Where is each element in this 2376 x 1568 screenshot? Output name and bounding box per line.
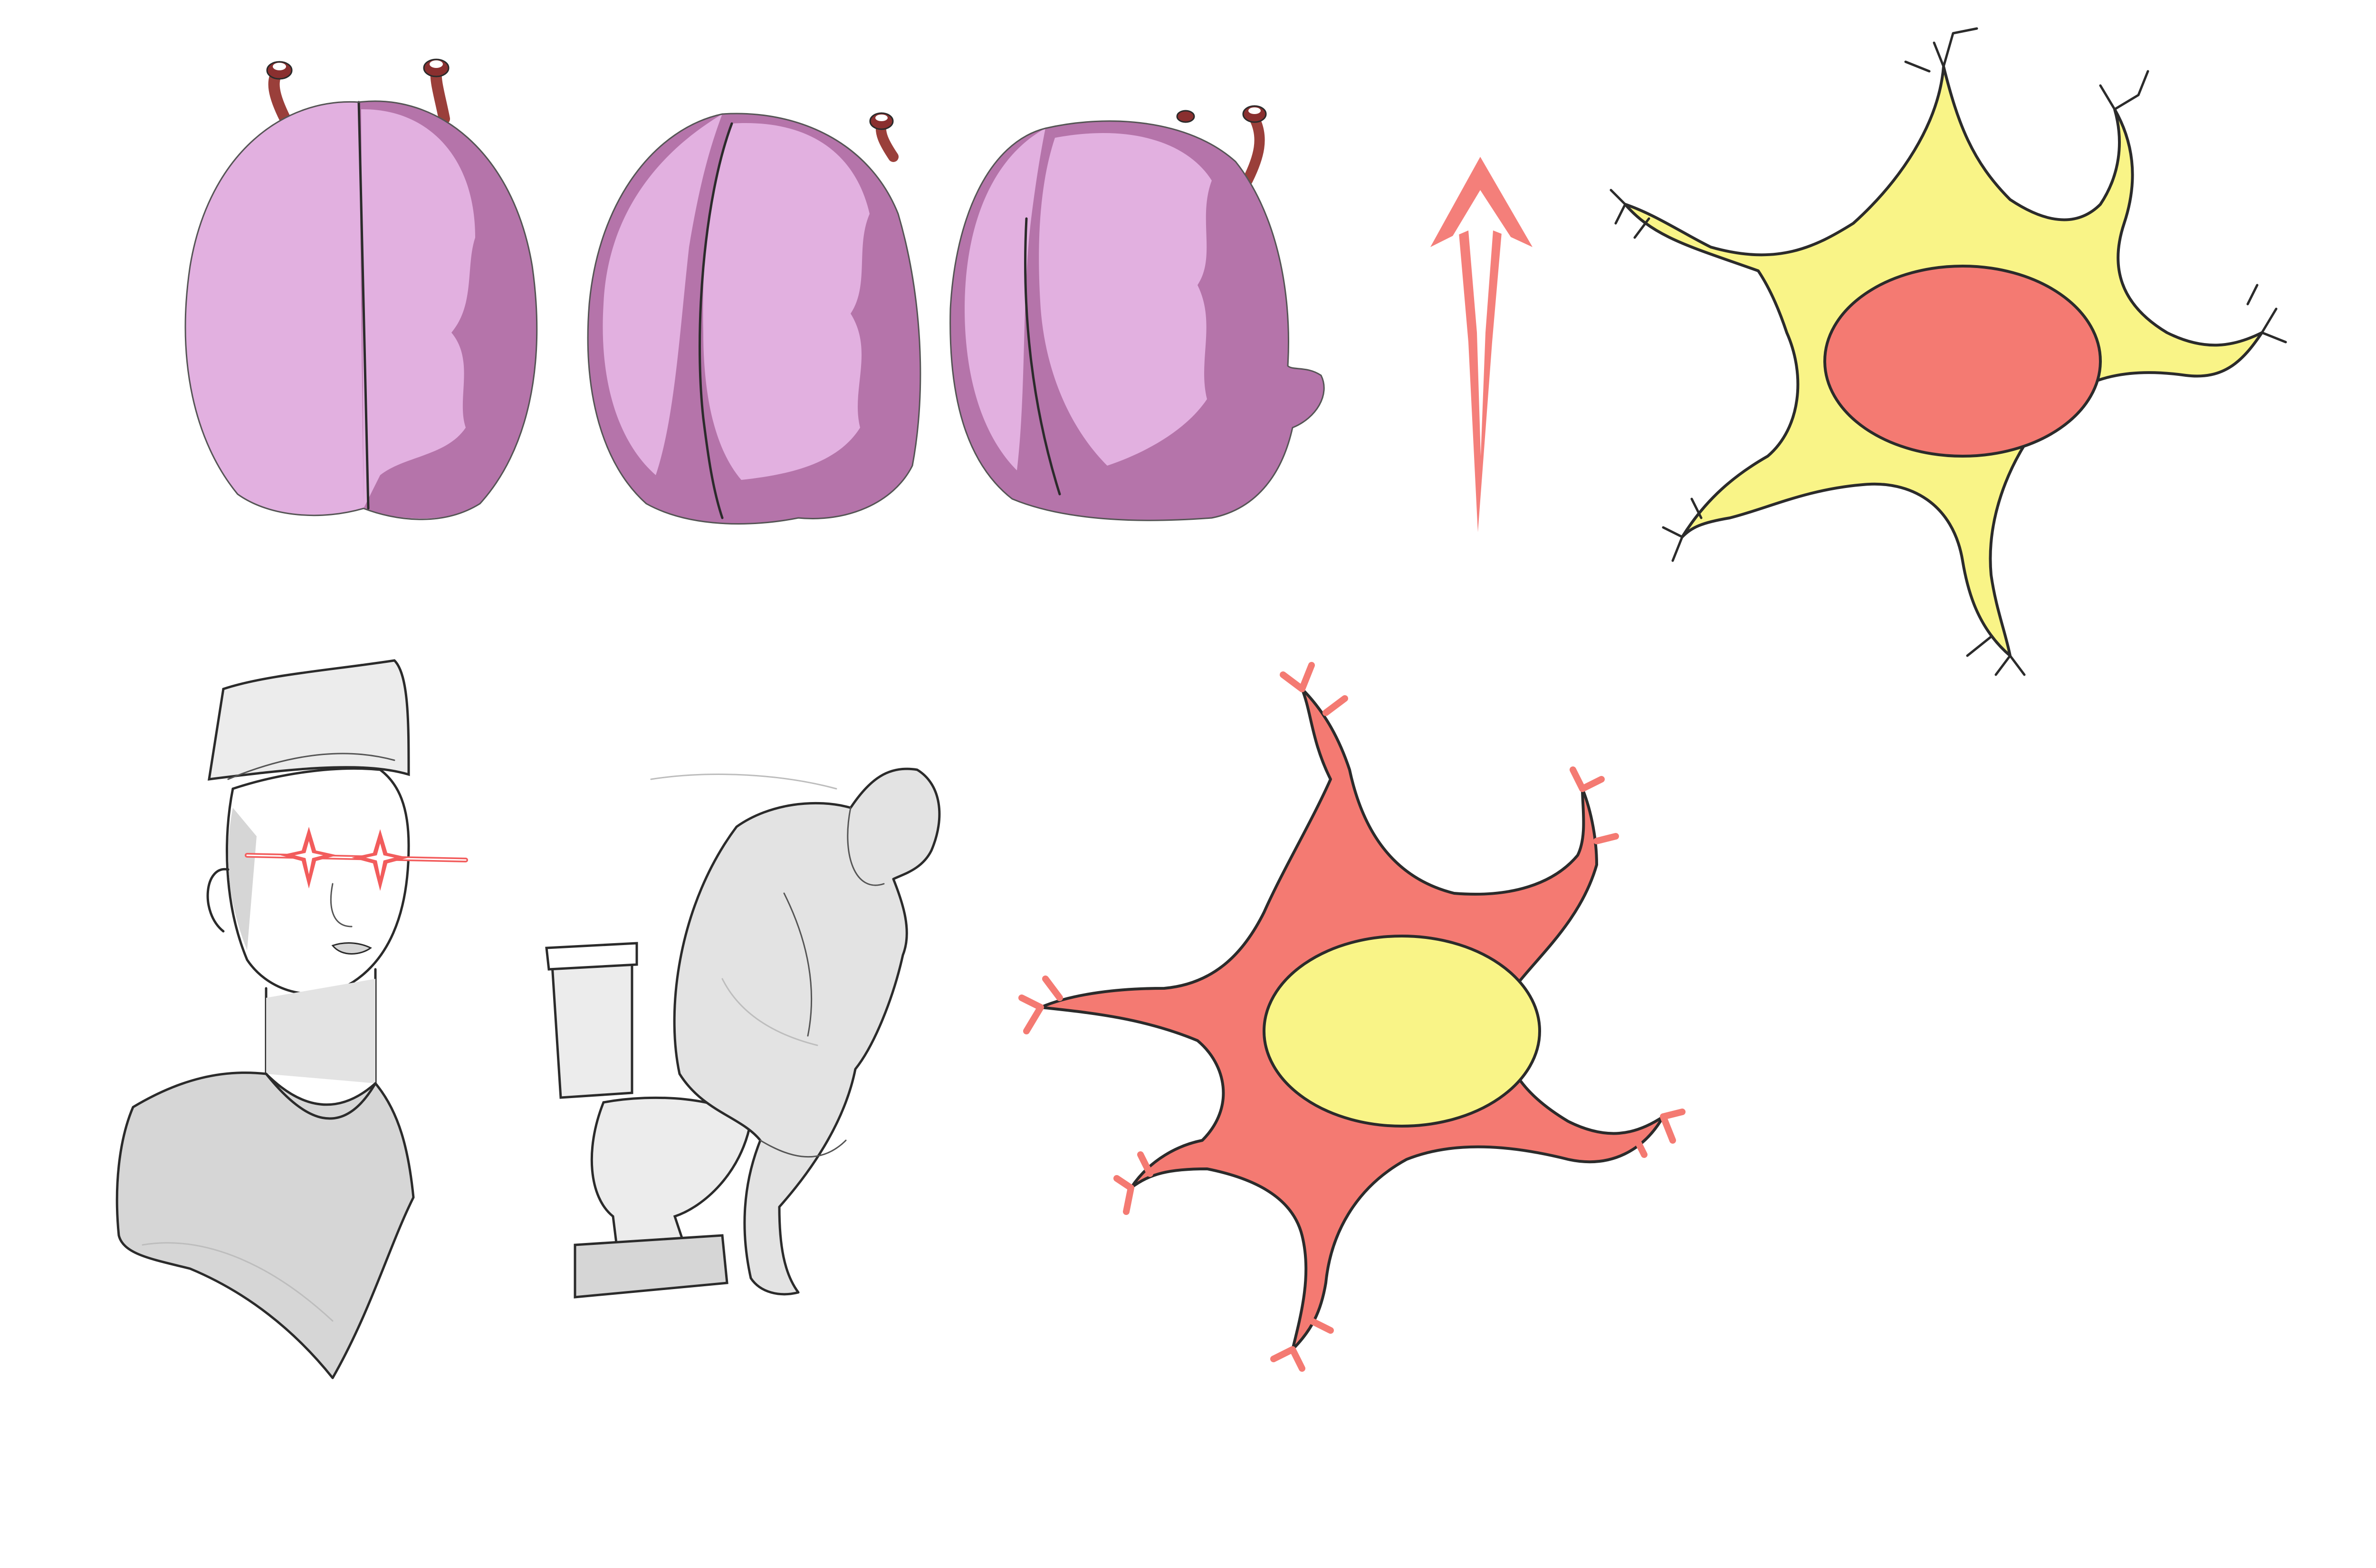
upward-arrow xyxy=(1430,157,1533,532)
neuron-yellow xyxy=(1610,27,2287,676)
brain-front-view xyxy=(184,58,538,520)
thinker-on-toilet xyxy=(545,767,941,1299)
laser-flare-icon xyxy=(280,827,409,891)
brain-side-view xyxy=(949,105,1325,521)
brain-three-quarter-view xyxy=(587,112,921,525)
bust-laser-eyes xyxy=(115,659,468,1379)
neuron-red xyxy=(1018,662,1686,1372)
